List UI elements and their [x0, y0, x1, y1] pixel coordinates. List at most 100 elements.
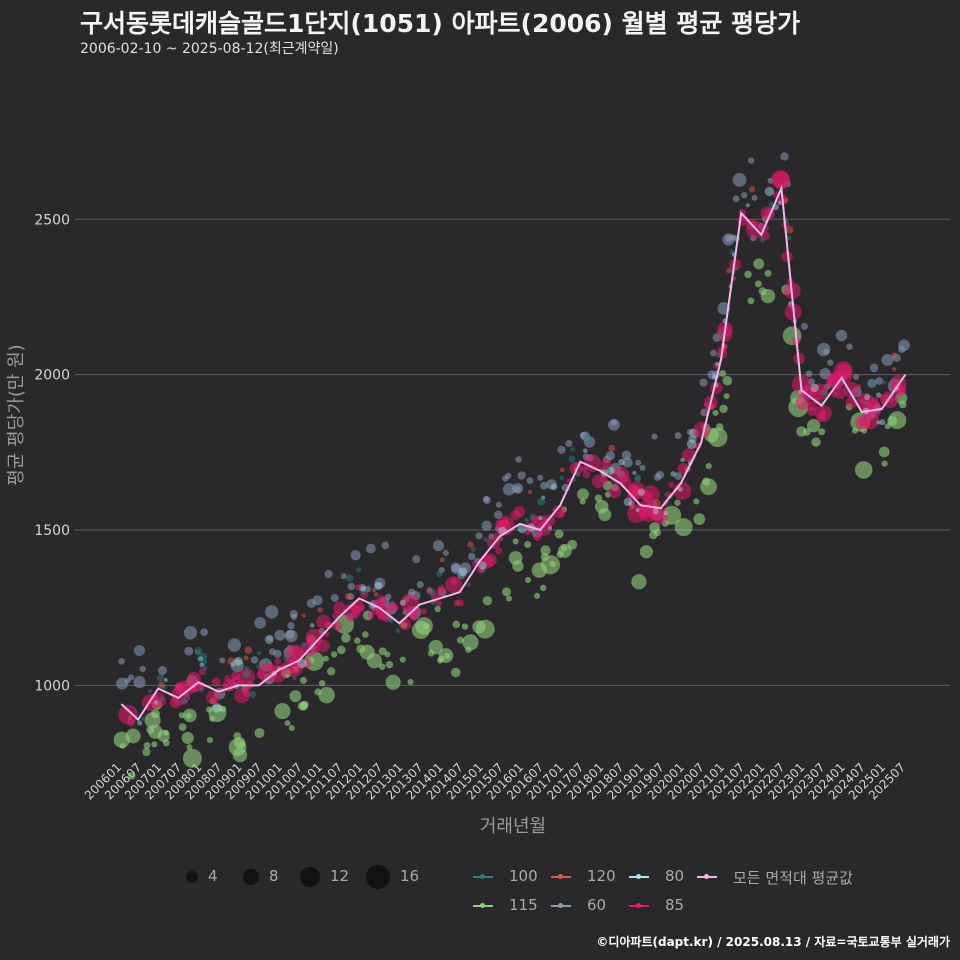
- scatter-point-100: [729, 249, 735, 255]
- scatter-point-85: [234, 688, 250, 704]
- legend-dot: [558, 903, 563, 908]
- scatter-point-115: [456, 636, 465, 644]
- x-axis-title: 거래년월: [480, 816, 546, 837]
- scatter-point-60: [722, 233, 735, 246]
- scatter-point-120: [127, 715, 133, 721]
- scatter-point-80: [197, 656, 203, 662]
- legend-dot: [636, 903, 641, 908]
- scatter-point-85: [350, 599, 365, 614]
- scatter-point-115: [524, 540, 532, 549]
- scatter-point-115: [560, 545, 568, 552]
- scatter-point-60: [385, 593, 392, 600]
- scatter-point-60: [805, 370, 813, 378]
- scatter-point-80: [864, 394, 871, 401]
- legend-dot: [480, 903, 485, 908]
- scatter-point-115: [143, 741, 151, 749]
- scatter-point-85: [608, 485, 622, 498]
- scatter-point-60: [183, 625, 198, 640]
- scatter-point-115: [884, 423, 891, 430]
- scatter-point-115: [598, 508, 612, 522]
- scatter-point-60: [350, 550, 361, 561]
- scatter-point-100: [374, 583, 381, 589]
- scatter-point-80: [541, 495, 546, 500]
- scatter-point-60: [674, 432, 682, 439]
- scatter-point-100: [194, 646, 203, 655]
- scatter-point-85: [552, 504, 566, 518]
- scatter-point-115: [330, 651, 338, 658]
- scatter-point-60: [540, 481, 548, 490]
- scatter-point-60: [412, 555, 421, 564]
- scatter-point-60: [780, 152, 789, 161]
- scatter-point-60: [219, 657, 226, 664]
- scatter-point-115: [539, 584, 547, 592]
- scatter-point-100: [148, 689, 153, 694]
- scatter-point-100: [584, 434, 592, 442]
- scatter-point-100: [256, 650, 262, 656]
- scatter-point-60: [557, 445, 566, 455]
- scatter-point-60: [264, 635, 274, 645]
- scatter-point-120: [244, 646, 253, 655]
- legend-dot: [636, 874, 641, 879]
- scatter-point-85: [693, 421, 711, 439]
- scatter-point-80: [745, 203, 750, 208]
- scatter-point-85: [453, 599, 460, 607]
- scatter-point-120: [158, 681, 165, 689]
- scatter-point-85: [224, 674, 231, 682]
- scatter-point-115: [209, 715, 216, 722]
- scatter-point-85: [127, 718, 136, 727]
- scatter-point-60: [898, 339, 910, 352]
- size-legend-swatch: [186, 871, 198, 883]
- scatter-point-85: [807, 406, 817, 416]
- scatter-point-115: [719, 404, 728, 414]
- scatter-point-100: [470, 546, 477, 553]
- scatter-point-60: [546, 479, 557, 490]
- scatter-point-100: [202, 665, 208, 671]
- scatter-point-80: [635, 507, 640, 513]
- scatter-point-115: [540, 545, 551, 556]
- scatter-point-115: [366, 653, 383, 669]
- scatter-point-80: [212, 703, 222, 713]
- scatter-point-115: [452, 620, 461, 629]
- scatter-point-115: [802, 428, 811, 436]
- scatter-point-120: [629, 505, 634, 510]
- scatter-point-115: [151, 741, 158, 748]
- scatter-point-120: [652, 499, 661, 508]
- scatter-point-115: [148, 724, 163, 739]
- scatter-point-80: [637, 488, 645, 496]
- legend-dot: [558, 874, 563, 879]
- scatter-point-85: [795, 395, 810, 410]
- scatter-point-115: [385, 660, 394, 669]
- scatter-point-80: [879, 419, 886, 426]
- scatter-point-115: [462, 634, 479, 651]
- scatter-point-100: [360, 588, 367, 595]
- scatter-point-115: [163, 729, 170, 736]
- scatter-point-100: [436, 570, 443, 578]
- scatter-point-85: [210, 696, 218, 704]
- scatter-point-85: [781, 250, 793, 263]
- source-credit: ©디아파트(dapt.kr) / 2025.08.13 / 자료=국토교통부 실…: [596, 935, 950, 949]
- scatter-point-85: [582, 470, 591, 479]
- scatter-point-115: [702, 477, 711, 486]
- scatter-point-115: [186, 744, 193, 751]
- scatter-point-100: [568, 455, 576, 463]
- scatter-point-85: [376, 595, 388, 607]
- scatter-point-100: [199, 652, 208, 661]
- scatter-point-80: [764, 186, 775, 197]
- scatter-point-60: [157, 666, 167, 676]
- scatter-point-100: [480, 567, 486, 573]
- scatter-point-120: [856, 384, 862, 389]
- scatter-point-60: [835, 329, 848, 342]
- scatter-point-60: [340, 573, 347, 580]
- scatter-point-85: [495, 547, 503, 555]
- scatter-point-100: [861, 414, 867, 419]
- scatter-point-85: [668, 481, 675, 488]
- scatter-point-115: [806, 418, 821, 433]
- scatter-point-60: [741, 192, 748, 199]
- scatter-point-115: [854, 461, 873, 479]
- scatter-point-60: [133, 645, 145, 656]
- scatter-point-120: [373, 592, 379, 597]
- scatter-point-115: [594, 494, 603, 503]
- scatter-point-60: [875, 377, 884, 385]
- scatter-point-115: [142, 747, 151, 757]
- scatter-point-85: [600, 475, 608, 484]
